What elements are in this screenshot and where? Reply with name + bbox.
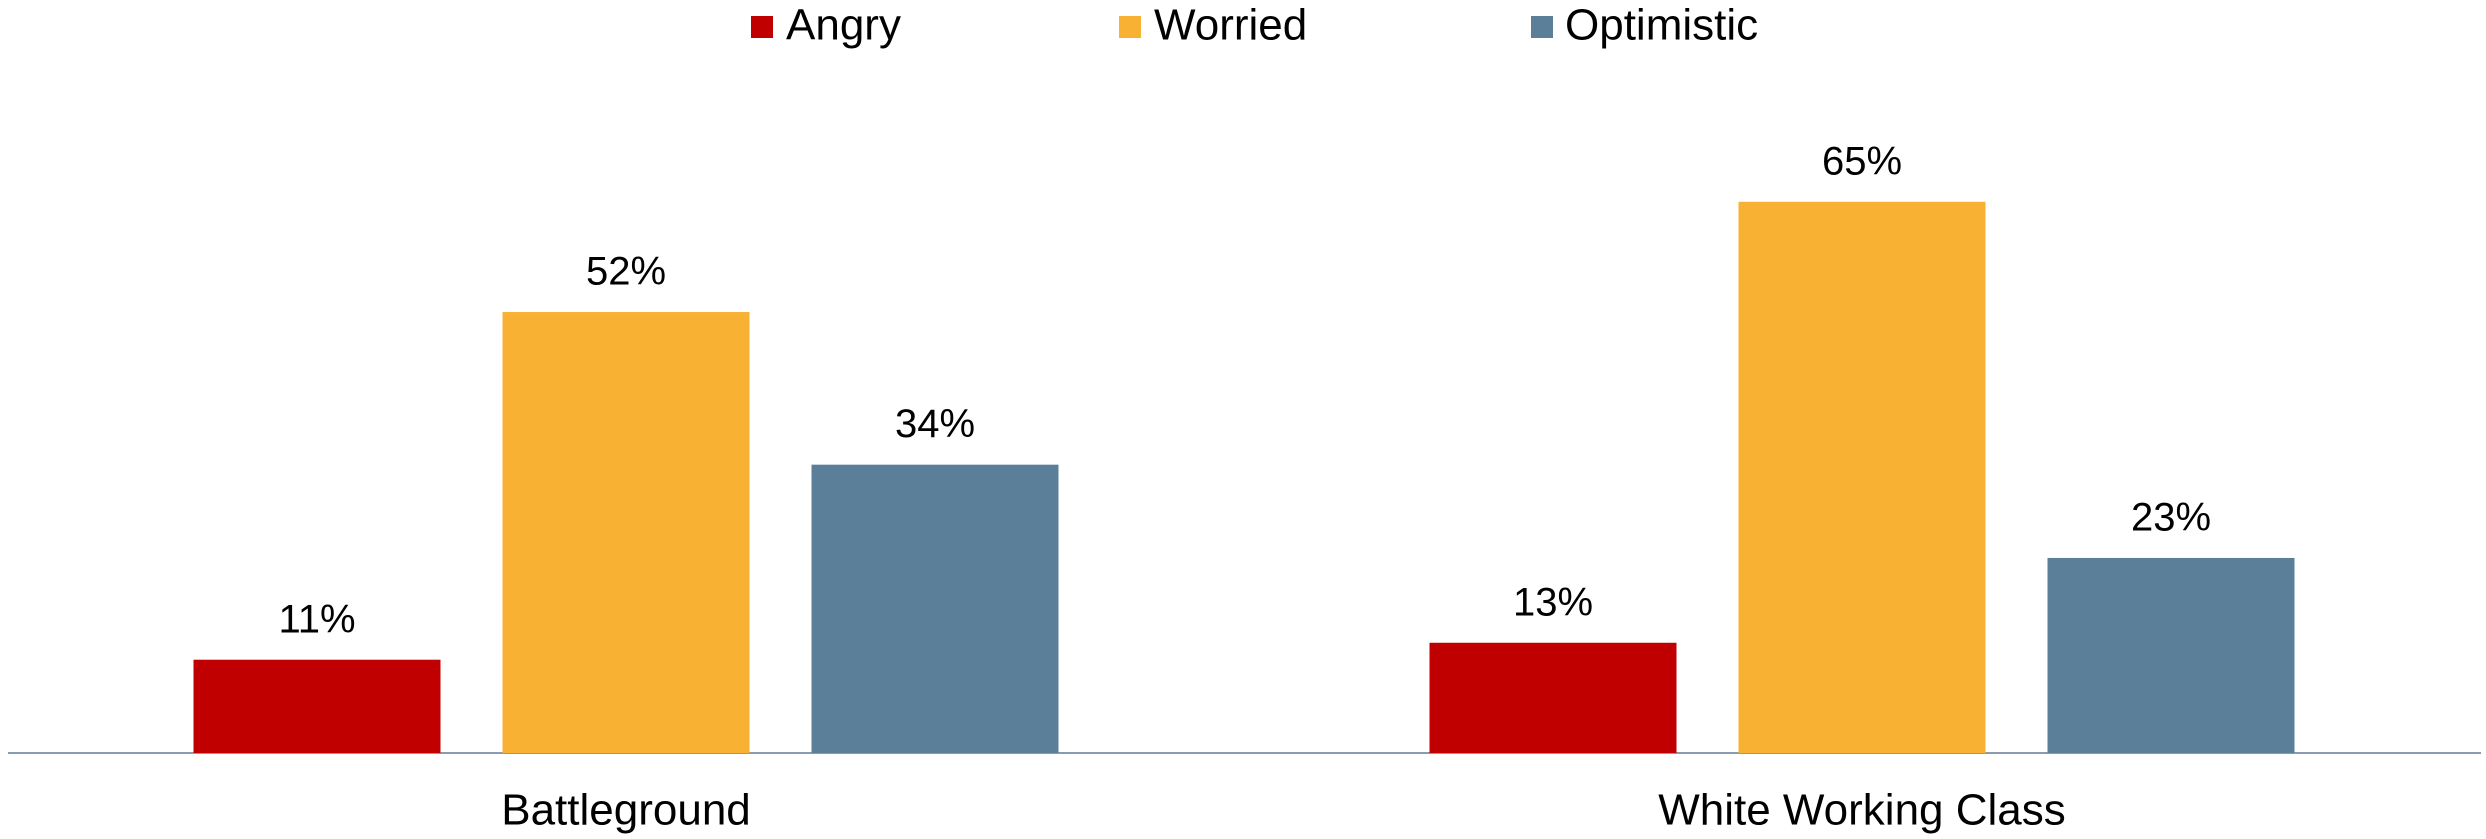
- data-label: 65%: [1822, 139, 1902, 183]
- bar: [1429, 642, 1677, 753]
- legend-swatch: [1531, 16, 1553, 38]
- data-label: 34%: [895, 402, 975, 446]
- bar: [502, 312, 750, 753]
- data-label: 11%: [278, 597, 355, 641]
- legend-swatch: [1119, 16, 1141, 38]
- data-label: 52%: [586, 250, 666, 294]
- data-label: 13%: [1513, 580, 1593, 624]
- x-tick-label: Battleground: [501, 786, 751, 835]
- x-tick-label: White Working Class: [1658, 786, 2066, 835]
- legend-label: Worried: [1154, 1, 1307, 50]
- bar: [193, 659, 441, 753]
- bar: [2047, 557, 2295, 753]
- data-label: 23%: [2131, 496, 2211, 540]
- legend-label: Angry: [786, 1, 901, 50]
- legend-swatch: [751, 16, 773, 38]
- bar: [1738, 201, 1986, 754]
- legend-label: Optimistic: [1565, 1, 1758, 50]
- bar: [811, 464, 1059, 753]
